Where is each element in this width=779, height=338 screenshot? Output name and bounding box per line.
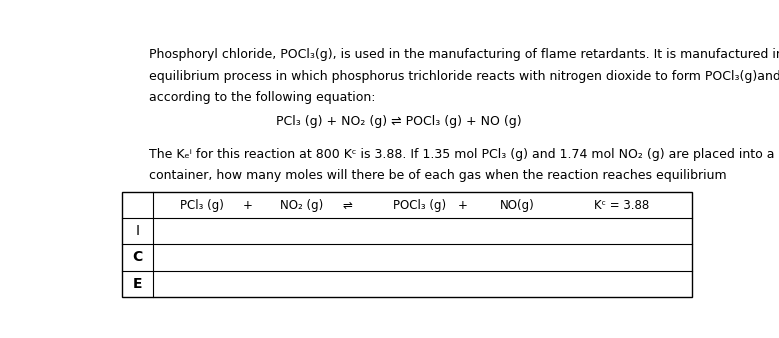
- Text: according to the following equation:: according to the following equation:: [149, 91, 375, 104]
- Text: ⇌: ⇌: [342, 198, 352, 212]
- Text: +: +: [242, 198, 252, 212]
- Bar: [122, 192, 692, 297]
- Text: Phosphoryl chloride, POCl₃(g), is used in the manufacturing of flame retardants.: Phosphoryl chloride, POCl₃(g), is used i…: [149, 48, 779, 62]
- Text: Kᶜ = 3.88: Kᶜ = 3.88: [594, 198, 650, 212]
- Text: equilibrium process in which phosphorus trichloride reacts with nitrogen dioxide: equilibrium process in which phosphorus …: [149, 70, 779, 83]
- Text: +: +: [458, 198, 468, 212]
- Text: container, how many moles will there be of each gas when the reaction reaches eq: container, how many moles will there be …: [149, 169, 726, 183]
- Text: E: E: [132, 277, 142, 291]
- Text: NO₂ (g): NO₂ (g): [280, 198, 323, 212]
- Text: PCl₃ (g) + NO₂ (g) ⇌ POCl₃ (g) + NO (g): PCl₃ (g) + NO₂ (g) ⇌ POCl₃ (g) + NO (g): [277, 115, 522, 128]
- Text: POCl₃ (g): POCl₃ (g): [393, 198, 446, 212]
- Text: C: C: [132, 250, 143, 265]
- Text: The Kₑⁱ for this reaction at 800 Kᶜ is 3.88. If 1.35 mol PCl₃ (g) and 1.74 mol N: The Kₑⁱ for this reaction at 800 Kᶜ is 3…: [149, 148, 779, 161]
- Text: I: I: [136, 224, 139, 238]
- Text: NO(g): NO(g): [499, 198, 534, 212]
- Text: PCl₃ (g): PCl₃ (g): [179, 198, 224, 212]
